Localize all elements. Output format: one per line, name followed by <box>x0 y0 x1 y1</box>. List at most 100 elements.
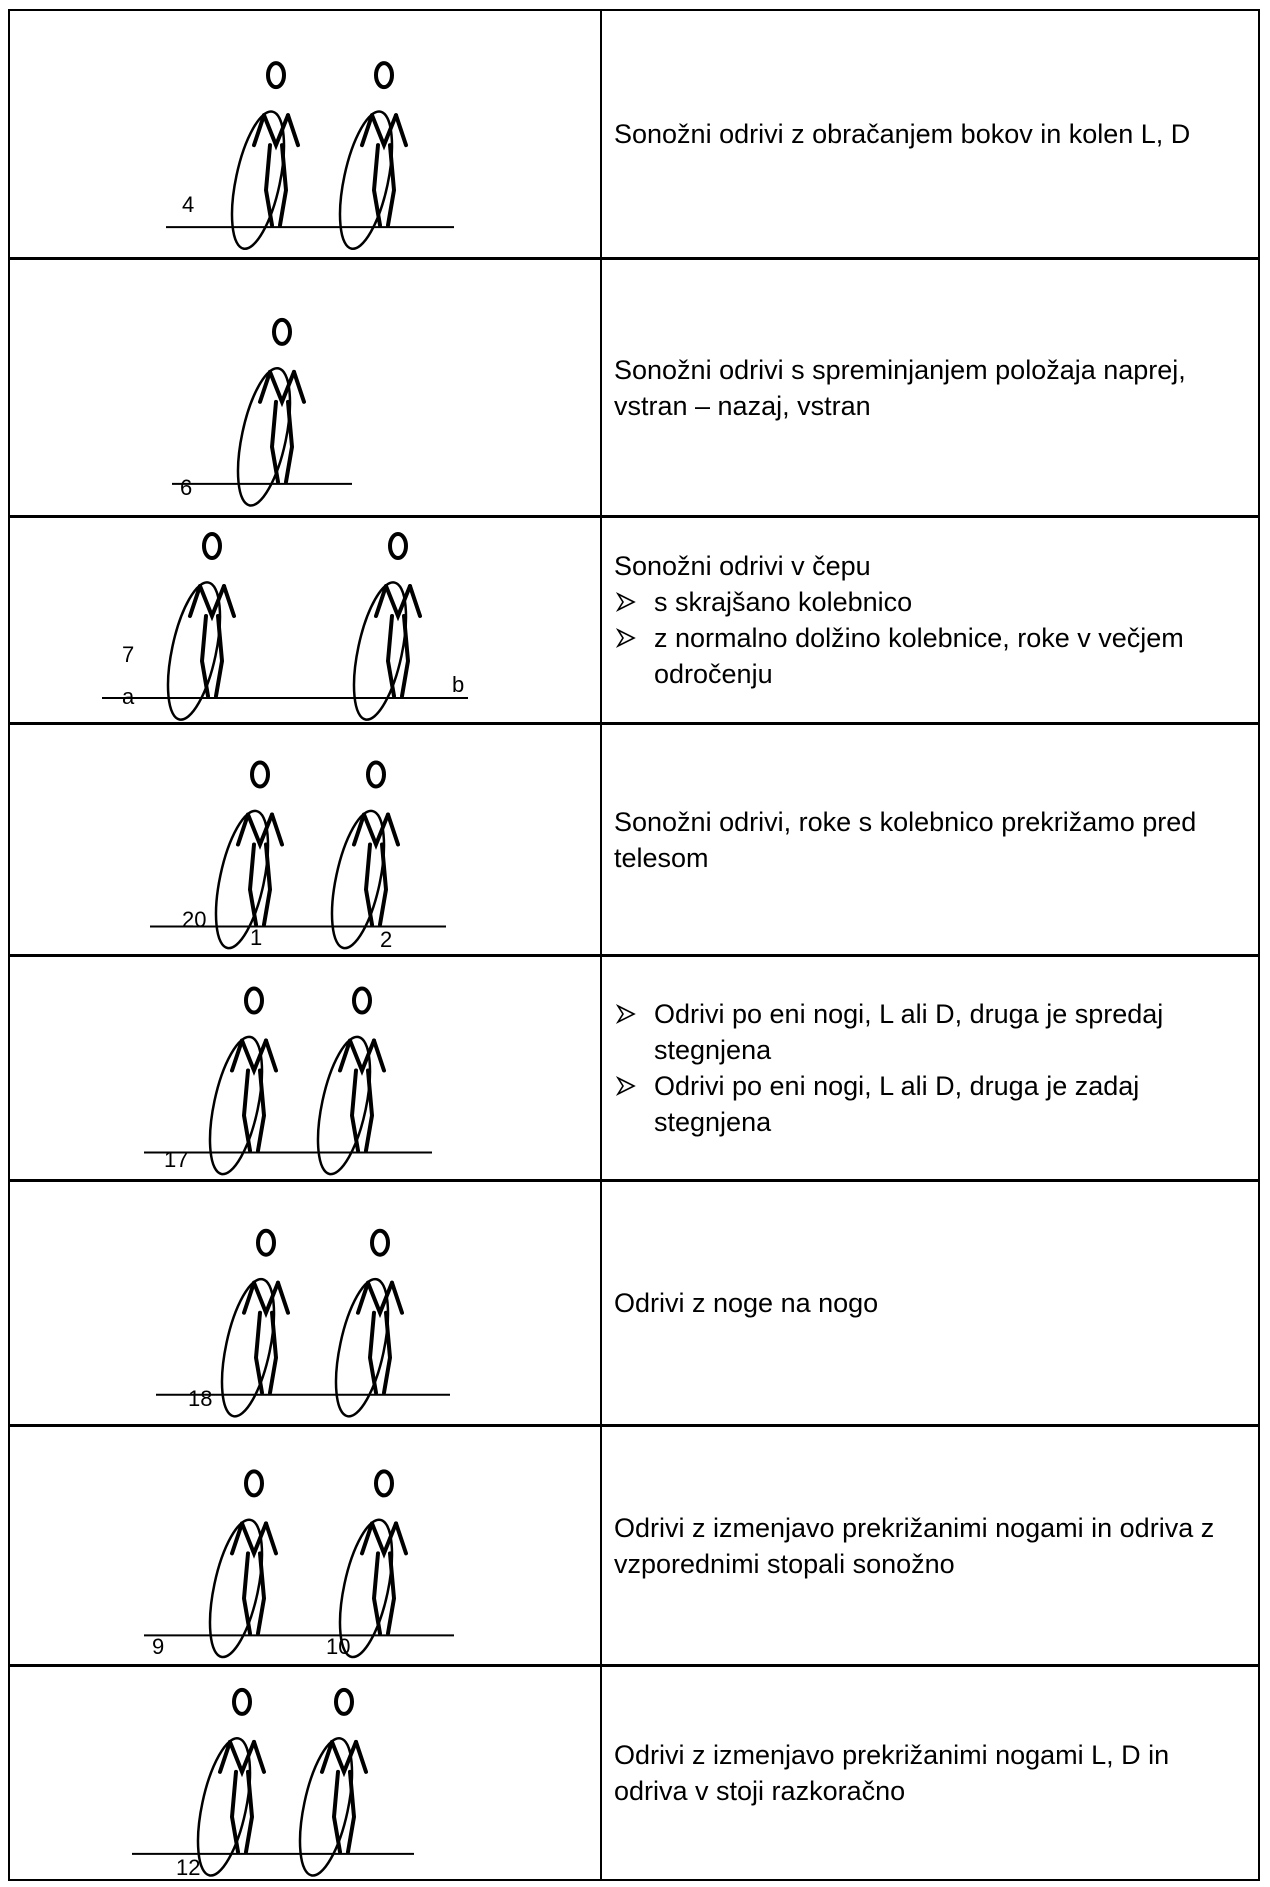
figure-label: 10 <box>326 1634 350 1659</box>
table-row: 7 a b Sonožni odrivi v čepu s skrajšano kole… <box>8 516 1260 724</box>
rope <box>220 1277 276 1418</box>
arm <box>352 812 366 847</box>
leg <box>241 1068 252 1153</box>
table-row: 20 1 2 Sonožni odrivi, roke s kolebnico pre… <box>8 723 1260 956</box>
exercise-drawing: 9 10 <box>144 1469 454 1659</box>
leg <box>247 842 258 927</box>
stick-figure <box>298 1687 368 1877</box>
figure-label: 2 <box>380 927 392 952</box>
figure-label: 1 <box>250 925 262 950</box>
bullet-item: Odrivi po eni nogi, L ali D, druga je za… <box>614 1068 1246 1140</box>
body <box>198 584 226 622</box>
arm <box>338 1038 352 1073</box>
figure-cell: 17 <box>10 957 602 1179</box>
text-cell: Sonožni odrivi z obračanjem bokov in kol… <box>602 11 1258 257</box>
stick-figure <box>330 760 400 950</box>
exercise-drawing: 4 <box>166 61 454 251</box>
figure-label: 7 <box>122 642 134 667</box>
arm <box>252 1739 266 1774</box>
leg <box>349 1068 360 1153</box>
table-row: 17 Odrivi po eni nogi, L ali D, druga je … <box>8 955 1260 1181</box>
table-row: 12 Odrivi z izmenjavo prekrižanimi nogami… <box>8 1665 1260 1881</box>
arm <box>230 1038 244 1073</box>
arm <box>394 1521 408 1556</box>
head <box>244 986 264 1015</box>
bullet-text: z normalno dolžino kolebnice, roke v več… <box>654 623 1184 689</box>
figure-cell: 18 <box>10 1182 602 1424</box>
arm <box>374 584 388 619</box>
arm <box>390 1280 404 1315</box>
body <box>348 1038 376 1076</box>
body <box>366 1280 394 1319</box>
arm <box>270 812 284 847</box>
head <box>250 760 270 789</box>
figure-label: 6 <box>180 475 192 500</box>
arm <box>354 1739 368 1774</box>
figure-label: b <box>452 672 464 697</box>
stick-figure <box>214 760 284 950</box>
rope <box>338 1518 394 1659</box>
text-cell: Sonožni odrivi s spreminjanjem položaja … <box>602 260 1258 515</box>
arm <box>372 1038 386 1073</box>
rope <box>208 1518 264 1659</box>
figure-cell: 7 a b <box>10 518 602 722</box>
leg <box>367 1310 378 1395</box>
bullet-text: s skrajšano kolebnico <box>654 587 913 617</box>
leg <box>229 1769 240 1854</box>
figure-label: a <box>122 684 135 709</box>
stick-figure <box>208 986 278 1176</box>
rope <box>334 1277 390 1418</box>
rope <box>196 1737 252 1877</box>
leg <box>253 1310 264 1395</box>
arm <box>286 113 300 148</box>
description: Sonožni odrivi z obračanjem bokov in kol… <box>614 119 1191 149</box>
head <box>266 61 286 90</box>
arrow-shape <box>616 1076 636 1096</box>
leg <box>269 399 280 484</box>
body <box>330 1739 358 1778</box>
leg <box>363 842 374 927</box>
arm <box>320 1739 334 1774</box>
exercise-drawing: 6 <box>172 317 352 507</box>
stick-figure <box>220 1228 290 1418</box>
body <box>246 812 274 850</box>
body <box>384 584 412 622</box>
text-cell: Odrivi z izmenjavo prekrižanimi nogami L… <box>602 1667 1258 1879</box>
leg <box>199 614 210 699</box>
rope <box>316 1035 372 1176</box>
body <box>370 1521 398 1559</box>
body <box>262 113 290 151</box>
figure-cell: 6 <box>10 260 602 515</box>
stick-figure <box>236 317 306 507</box>
bullet-item: z normalno dolžino kolebnice, roke v več… <box>614 620 1246 692</box>
rope <box>166 581 222 721</box>
arm <box>360 1521 374 1556</box>
description: Odrivi z izmenjavo prekrižanimi nogami L… <box>614 1740 1170 1806</box>
leg <box>241 1551 252 1636</box>
rope <box>208 1035 264 1176</box>
arrow-shape <box>616 628 636 648</box>
bullet-arrow <box>616 592 636 612</box>
head <box>334 1687 354 1716</box>
exercise-drawing: 201 2 <box>150 760 446 952</box>
head <box>374 1469 394 1498</box>
arm <box>264 1521 278 1556</box>
body <box>240 1521 268 1559</box>
arm <box>242 1280 256 1315</box>
stick-figure <box>334 1228 404 1418</box>
text-cell: Odrivi z izmenjavo prekrižanimi nogami i… <box>602 1427 1258 1664</box>
head <box>370 1228 390 1257</box>
leg <box>371 1551 382 1636</box>
head <box>244 1469 264 1498</box>
arm <box>360 113 374 148</box>
stick-figure <box>338 1469 408 1659</box>
exercise-drawing: 18 <box>156 1228 450 1418</box>
stick-figure <box>196 1687 266 1877</box>
rope <box>338 110 394 251</box>
arm <box>408 584 422 619</box>
stick-figure <box>338 61 408 251</box>
rope <box>214 809 270 950</box>
figure-cell: 20 1 2 <box>10 725 602 954</box>
stick-figure <box>230 61 300 251</box>
